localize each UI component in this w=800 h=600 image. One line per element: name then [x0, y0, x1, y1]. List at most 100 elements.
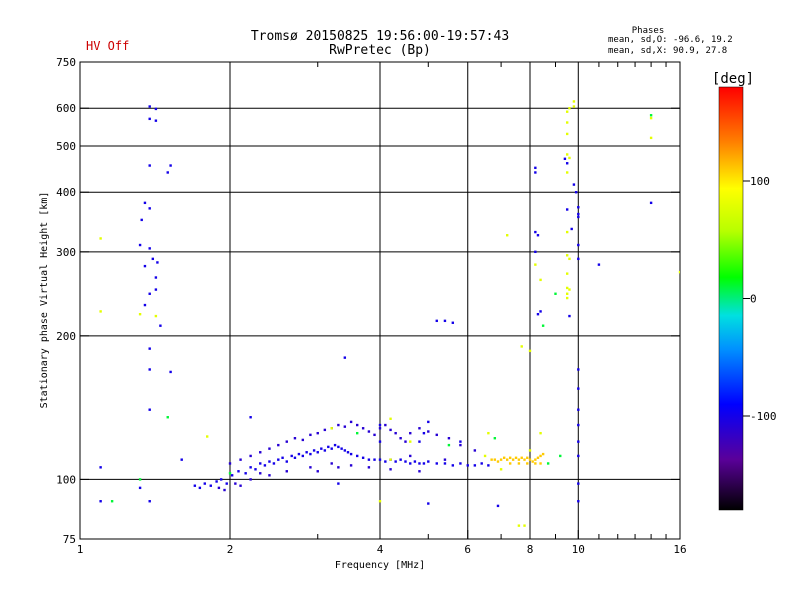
data-point: [309, 452, 312, 456]
data-point: [259, 451, 262, 454]
data-point: [568, 257, 571, 261]
data-point: [159, 324, 162, 327]
data-point: [361, 456, 365, 459]
data-point: [349, 464, 353, 467]
data-point: [502, 456, 506, 459]
data-point: [678, 270, 680, 274]
data-point: [523, 524, 526, 527]
x-tick-label: 1: [77, 543, 84, 556]
data-point: [565, 254, 569, 257]
colorbar-tick-label: 0: [750, 293, 757, 306]
data-point: [154, 107, 158, 111]
data-point: [148, 368, 151, 371]
data-point: [427, 420, 430, 424]
data-point: [180, 458, 183, 461]
data-point: [517, 458, 521, 461]
data-point: [493, 458, 497, 461]
chart-subtitle: RwPretec (Bp): [329, 43, 431, 58]
data-point: [649, 114, 653, 117]
data-point: [568, 288, 571, 291]
data-point: [337, 482, 340, 485]
data-point: [418, 440, 421, 443]
data-point: [268, 460, 271, 463]
x-tick-label: 4: [377, 543, 384, 556]
data-point: [340, 447, 343, 450]
x-axis: 1 2 4 6 8 10 16: [77, 530, 687, 556]
data-point: [166, 416, 169, 419]
data-point: [572, 105, 576, 108]
data-point: [384, 423, 387, 427]
data-point: [534, 166, 537, 170]
data-point: [480, 462, 483, 465]
data-point: [534, 250, 537, 254]
data-point: [528, 458, 532, 461]
data-point: [570, 227, 573, 231]
data-point: [565, 110, 569, 113]
y-axis-label: Stationary phase Virtual Height [km]: [39, 192, 50, 409]
minor-ticks: [317, 62, 667, 539]
data-point: [305, 451, 308, 454]
data-point: [499, 468, 503, 471]
data-point: [343, 449, 347, 452]
data-point: [277, 458, 280, 461]
data-point: [531, 460, 534, 463]
data-point: [389, 428, 392, 432]
data-point: [514, 456, 518, 459]
colorbar-label: [deg]: [712, 71, 754, 87]
data-point: [138, 243, 142, 247]
data-point: [316, 451, 319, 454]
data-point: [355, 431, 359, 435]
data-point: [649, 201, 653, 205]
data-point: [223, 488, 226, 492]
y-tick-label: 600: [56, 102, 76, 115]
y-tick-label: 750: [56, 56, 76, 69]
data-point: [263, 464, 267, 467]
data-point: [649, 116, 653, 120]
data-point: [99, 237, 102, 240]
data-point: [534, 171, 537, 174]
data-point: [285, 460, 288, 463]
data-point: [285, 470, 288, 473]
data-point: [487, 431, 490, 435]
data-point: [373, 433, 376, 437]
data-point: [367, 458, 371, 461]
data-point: [293, 456, 297, 459]
data-point: [409, 431, 412, 435]
data-point: [577, 408, 580, 411]
data-point: [451, 321, 455, 324]
data-point: [466, 464, 469, 467]
data-point: [259, 462, 262, 465]
data-point: [496, 504, 500, 508]
data-point: [517, 524, 521, 527]
data-point: [99, 466, 102, 469]
data-point: [323, 428, 327, 432]
data-point: [349, 420, 353, 424]
data-point: [459, 443, 462, 447]
data-point: [330, 447, 333, 450]
data-point: [451, 464, 455, 467]
data-point: [285, 440, 288, 443]
data-point: [511, 458, 515, 461]
colorbar-tick-label: 100: [750, 175, 770, 188]
data-point: [577, 440, 580, 443]
data-point: [572, 183, 576, 186]
chart-title: Tromsø 20150825 19:56:00-19:57:43: [251, 29, 509, 44]
data-point: [447, 437, 451, 440]
data-point: [447, 443, 451, 447]
data-point: [563, 157, 567, 161]
data-point: [249, 478, 252, 481]
data-point: [541, 324, 545, 327]
data-point: [422, 462, 426, 465]
data-point: [217, 486, 221, 490]
data-point: [148, 247, 151, 250]
data-point: [148, 164, 151, 167]
data-point: [193, 484, 197, 487]
data-point: [237, 470, 240, 473]
data-point: [272, 462, 276, 465]
data-point: [399, 458, 402, 461]
data-point: [541, 452, 545, 456]
data-point: [554, 292, 557, 295]
data-point: [312, 449, 316, 452]
data-point: [577, 500, 580, 503]
data-point: [565, 286, 569, 290]
